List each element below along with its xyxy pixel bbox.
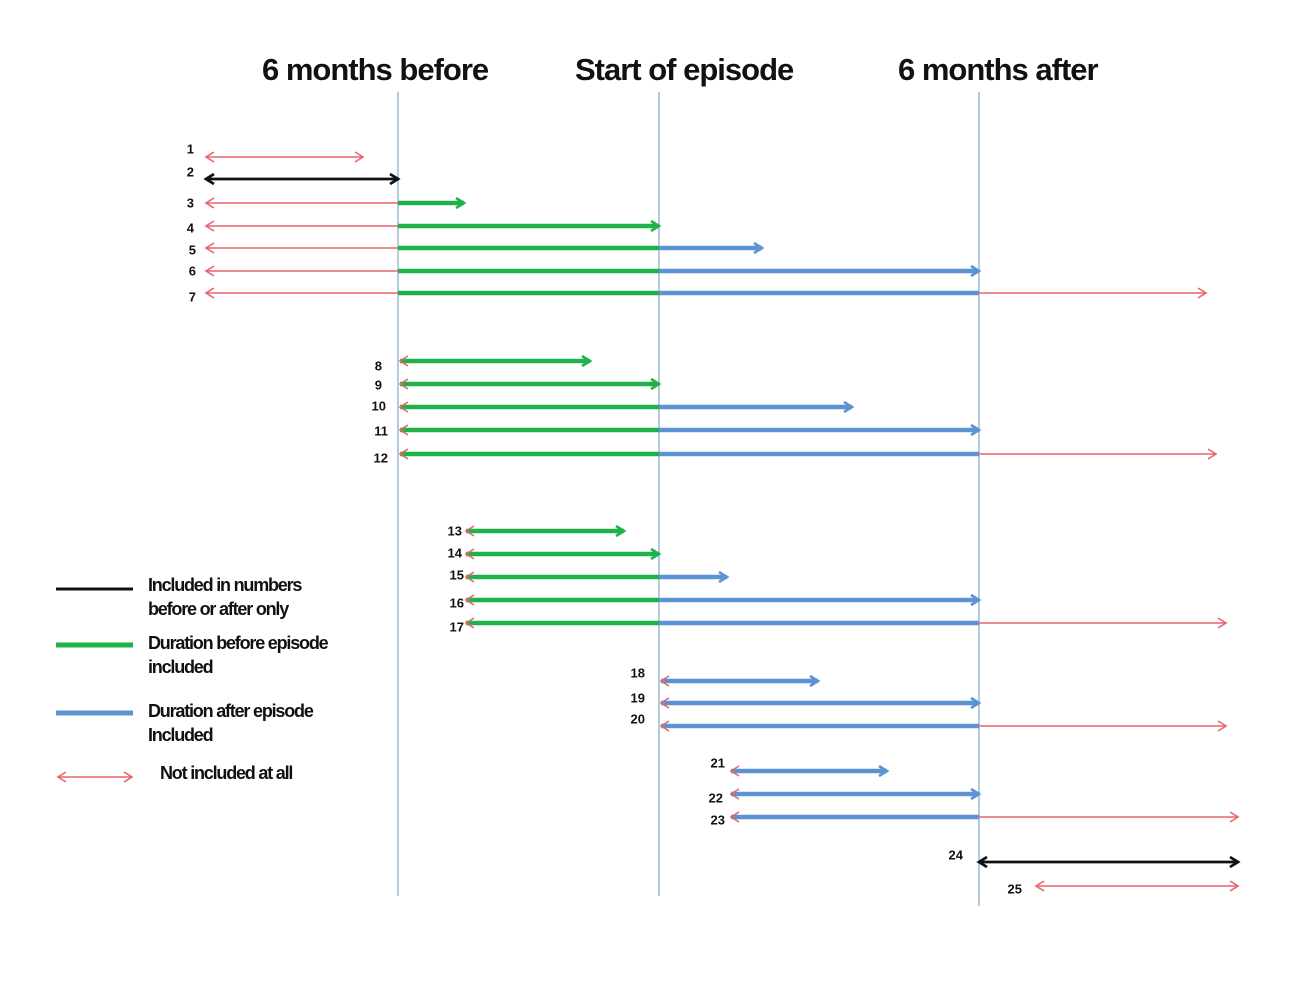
legend-black-line-1: Included in numbers bbox=[148, 575, 302, 595]
row-7-right-arrowhead bbox=[1197, 287, 1208, 299]
row-2-label: 2 bbox=[186, 164, 194, 180]
row-8-label: 8 bbox=[374, 358, 382, 374]
row-24-label: 24 bbox=[948, 847, 963, 863]
row-4-left-arrowhead bbox=[204, 220, 215, 232]
row-10-right-arrowhead bbox=[843, 400, 855, 414]
row-14-label: 14 bbox=[447, 545, 462, 561]
row-10-label: 10 bbox=[371, 398, 386, 414]
row-11-left-arrowhead bbox=[398, 424, 409, 436]
legend-swatch-red-left-arrowhead bbox=[56, 771, 67, 783]
row-20-right-arrowhead bbox=[1217, 720, 1228, 732]
row-18-label: 18 bbox=[630, 665, 645, 681]
row-17-left-arrowhead bbox=[464, 617, 475, 629]
row-16-right-arrowhead bbox=[970, 593, 982, 607]
row-1-label: 1 bbox=[186, 141, 194, 157]
row-1-left-arrowhead bbox=[204, 151, 215, 163]
row-12-right-arrowhead bbox=[1207, 448, 1218, 460]
row-12-left-arrowhead bbox=[398, 448, 409, 460]
header-6-months-after: 6 months after bbox=[898, 52, 1099, 87]
legend-label-blue: Duration after episode Included bbox=[148, 699, 314, 747]
row-21-right-arrowhead bbox=[878, 764, 890, 778]
row-11-right-arrowhead bbox=[970, 423, 982, 437]
row-2-left-arrowhead bbox=[203, 172, 215, 186]
row-6-right-arrowhead bbox=[970, 264, 982, 278]
row-19-label: 19 bbox=[630, 690, 645, 706]
row-9-left-arrowhead bbox=[398, 378, 409, 390]
row-6-label: 6 bbox=[188, 263, 196, 279]
legend-label-green: Duration before episode included bbox=[148, 631, 329, 679]
legend-label-red: Not included at all bbox=[160, 761, 293, 785]
legend-green-line-2: included bbox=[148, 657, 214, 677]
row-9-right-arrowhead bbox=[650, 377, 662, 391]
row-13-left-arrowhead bbox=[464, 525, 475, 537]
legend-blue-line-1: Duration after episode bbox=[148, 701, 314, 721]
row-17-label: 17 bbox=[449, 619, 464, 635]
row-4-label: 4 bbox=[186, 220, 194, 236]
row-14-left-arrowhead bbox=[464, 548, 475, 560]
row-18-right-arrowhead bbox=[809, 674, 821, 688]
row-25-right-arrowhead bbox=[1229, 880, 1240, 892]
row-22-label: 22 bbox=[708, 790, 723, 806]
row-23-right-arrowhead bbox=[1229, 811, 1240, 823]
legend-black-line-2: before or after only bbox=[148, 599, 289, 619]
row-15-label: 15 bbox=[449, 567, 464, 583]
row-3-label: 3 bbox=[186, 195, 194, 211]
row-8-left-arrowhead bbox=[398, 355, 409, 367]
row-5-label: 5 bbox=[188, 242, 196, 258]
legend-label-black: Included in numbers before or after only bbox=[148, 573, 302, 621]
row-22-right-arrowhead bbox=[970, 787, 982, 801]
row-15-left-arrowhead bbox=[464, 571, 475, 583]
row-4-right-arrowhead bbox=[650, 219, 662, 233]
row-15-right-arrowhead bbox=[718, 570, 730, 584]
row-20-left-arrowhead bbox=[659, 720, 670, 732]
row-6-left-arrowhead bbox=[204, 265, 215, 277]
row-19-left-arrowhead bbox=[659, 697, 670, 709]
row-8-right-arrowhead bbox=[581, 354, 593, 368]
row-17-right-arrowhead bbox=[1217, 617, 1228, 629]
row-19-right-arrowhead bbox=[970, 696, 982, 710]
header-6-months-before: 6 months before bbox=[262, 52, 489, 87]
row-16-label: 16 bbox=[449, 595, 464, 611]
row-2-right-arrowhead bbox=[389, 172, 401, 186]
row-22-left-arrowhead bbox=[729, 788, 740, 800]
row-3-right-arrowhead bbox=[455, 196, 467, 210]
row-11-label: 11 bbox=[374, 423, 388, 439]
row-14-right-arrowhead bbox=[650, 547, 662, 561]
row-5-right-arrowhead bbox=[753, 241, 765, 255]
row-5-left-arrowhead bbox=[204, 242, 215, 254]
row-13-label: 13 bbox=[447, 523, 462, 539]
header-start-of-episode: Start of episode bbox=[575, 52, 794, 87]
row-3-left-arrowhead bbox=[204, 197, 215, 209]
row-21-left-arrowhead bbox=[729, 765, 740, 777]
row-23-label: 23 bbox=[710, 812, 725, 828]
row-24-left-arrowhead bbox=[976, 855, 988, 869]
legend-green-line-1: Duration before episode bbox=[148, 633, 329, 653]
row-9-label: 9 bbox=[374, 377, 382, 393]
legend-blue-line-2: Included bbox=[148, 725, 214, 745]
row-24-right-arrowhead bbox=[1229, 855, 1241, 869]
row-13-right-arrowhead bbox=[615, 524, 627, 538]
row-20-label: 20 bbox=[630, 711, 645, 727]
row-18-left-arrowhead bbox=[659, 675, 670, 687]
row-12-label: 12 bbox=[373, 450, 388, 466]
legend-red-line-1: Not included at all bbox=[160, 763, 293, 783]
row-23-left-arrowhead bbox=[729, 811, 740, 823]
legend-swatch-red-right-arrowhead bbox=[123, 771, 134, 783]
row-25-label: 25 bbox=[1007, 881, 1022, 897]
row-21-label: 21 bbox=[710, 755, 725, 771]
row-25-left-arrowhead bbox=[1034, 880, 1045, 892]
row-7-label: 7 bbox=[188, 289, 196, 305]
row-10-left-arrowhead bbox=[398, 401, 409, 413]
row-7-left-arrowhead bbox=[204, 287, 215, 299]
row-1-right-arrowhead bbox=[354, 151, 365, 163]
row-16-left-arrowhead bbox=[464, 594, 475, 606]
